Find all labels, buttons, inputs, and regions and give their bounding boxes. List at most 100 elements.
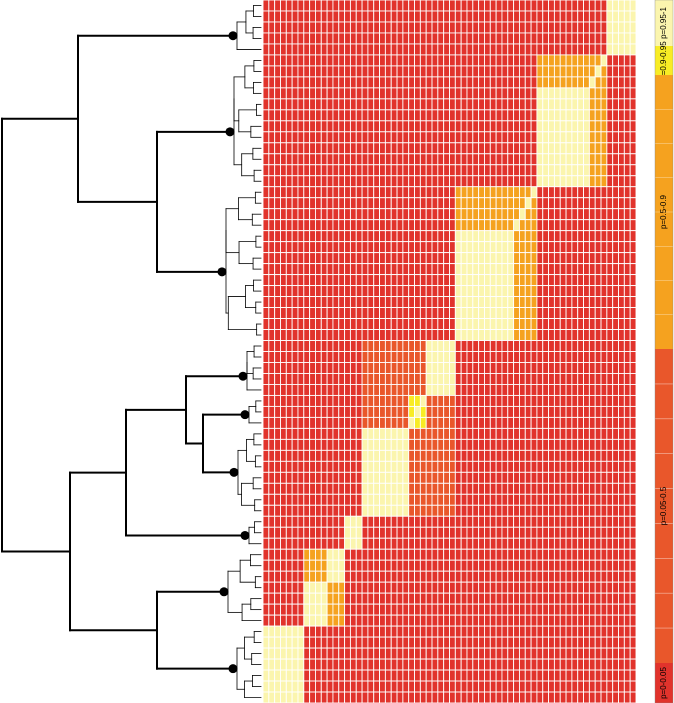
- heatmap-cell: [315, 175, 322, 188]
- heatmap-cell: [518, 230, 526, 243]
- heatmap-cell: [594, 592, 602, 605]
- heatmap-cell: [466, 482, 474, 495]
- heatmap-cell: [466, 54, 474, 67]
- heatmap-cell: [460, 449, 468, 462]
- heatmap-cell: [478, 416, 485, 429]
- heatmap-cell: [349, 142, 357, 155]
- heatmap-cell: [309, 263, 316, 276]
- heatmap-cell: [355, 537, 363, 550]
- heatmap-cell: [478, 230, 485, 243]
- heatmap-cell: [437, 351, 445, 363]
- heatmap-cell: [280, 98, 287, 111]
- heatmap-cell: [303, 0, 311, 12]
- heatmap-cell: [443, 43, 450, 56]
- heatmap-cell: [577, 153, 584, 166]
- heatmap-cell: [268, 120, 276, 133]
- heatmap-cell: [379, 526, 386, 539]
- heatmap-cell: [484, 362, 491, 374]
- heatmap-cell: [303, 603, 311, 616]
- heatmap-cell: [559, 10, 567, 23]
- heatmap-cell: [425, 21, 433, 34]
- heatmap-cell: [548, 482, 555, 495]
- heatmap-cell: [484, 263, 491, 276]
- heatmap-cell: [344, 394, 351, 407]
- heatmap-cell: [583, 559, 590, 572]
- heatmap-cell: [419, 592, 427, 605]
- heatmap-cell: [454, 493, 462, 506]
- heatmap-cell: [449, 636, 456, 649]
- heatmap-cell: [425, 263, 433, 276]
- heatmap-cell: [618, 10, 625, 23]
- heatmap-cell: [618, 21, 625, 34]
- heatmap-cell: [623, 21, 631, 34]
- heatmap-cell: [268, 230, 276, 243]
- heatmap-cell: [414, 559, 421, 572]
- heatmap-cell: [513, 241, 520, 254]
- heatmap-cell: [268, 241, 276, 254]
- heatmap-cell: [402, 603, 410, 616]
- heatmap-cell: [449, 482, 456, 495]
- heatmap-cell: [402, 76, 410, 89]
- heatmap-cell: [373, 208, 381, 221]
- heatmap-cell: [326, 691, 334, 703]
- heatmap-cell: [536, 252, 544, 265]
- heatmap-cell: [326, 208, 334, 221]
- heatmap-cell: [559, 109, 567, 122]
- heatmap-cell: [367, 307, 375, 319]
- heatmap-cell: [309, 581, 316, 594]
- heatmap-cell: [518, 493, 526, 506]
- heatmap-cell: [274, 54, 281, 67]
- heatmap-cell: [460, 21, 468, 34]
- heatmap-cell: [303, 131, 311, 144]
- heatmap-cell: [419, 537, 427, 550]
- heatmap-cell: [291, 285, 299, 298]
- heatmap-cell: [431, 21, 439, 34]
- heatmap-cell: [460, 175, 468, 188]
- heatmap-cell: [349, 153, 357, 166]
- heatmap-cell: [326, 373, 334, 385]
- heatmap-cell: [332, 131, 340, 144]
- heatmap-cell: [460, 208, 468, 221]
- heatmap-cell: [425, 614, 433, 627]
- heatmap-cell: [449, 526, 456, 539]
- heatmap-cell: [285, 482, 293, 495]
- heatmap-cell: [431, 504, 439, 517]
- heatmap-cell: [530, 131, 538, 144]
- heatmap-cell: [355, 373, 363, 385]
- heatmap-cell: [390, 76, 398, 89]
- heatmap-cell: [513, 87, 520, 100]
- heatmap-cell: [559, 197, 567, 210]
- heatmap-cell: [600, 307, 608, 319]
- heatmap-cell: [303, 197, 311, 210]
- heatmap-cell: [606, 625, 614, 638]
- heatmap-cell: [373, 351, 381, 363]
- heatmap-cell: [501, 394, 509, 407]
- heatmap-cell: [524, 515, 532, 528]
- heatmap-cell: [530, 384, 538, 396]
- heatmap-cell: [460, 603, 468, 616]
- heatmap-cell: [454, 438, 462, 451]
- heatmap-cell: [542, 54, 550, 67]
- heatmap-cell: [449, 54, 456, 67]
- legend-swatch: [655, 663, 673, 703]
- heatmap-cell: [577, 548, 584, 561]
- heatmap-cell: [425, 460, 433, 473]
- heatmap-cell: [355, 438, 363, 451]
- heatmap-cell: [536, 142, 544, 155]
- heatmap-cell: [524, 32, 532, 45]
- heatmap-cell: [466, 559, 474, 572]
- heatmap-cell: [489, 658, 497, 671]
- heatmap-cell: [472, 691, 480, 703]
- heatmap-cell: [390, 559, 398, 572]
- heatmap-cell: [373, 120, 381, 133]
- heatmap-cell: [268, 548, 276, 561]
- heatmap-cell: [449, 614, 456, 627]
- heatmap-cell: [326, 614, 334, 627]
- heatmap-cell: [588, 21, 596, 34]
- heatmap-cell: [559, 373, 567, 385]
- heatmap-cell: [373, 384, 381, 396]
- heatmap-cell: [577, 625, 584, 638]
- heatmap-cell: [425, 592, 433, 605]
- heatmap-cell: [594, 625, 602, 638]
- heatmap-cell: [390, 197, 398, 210]
